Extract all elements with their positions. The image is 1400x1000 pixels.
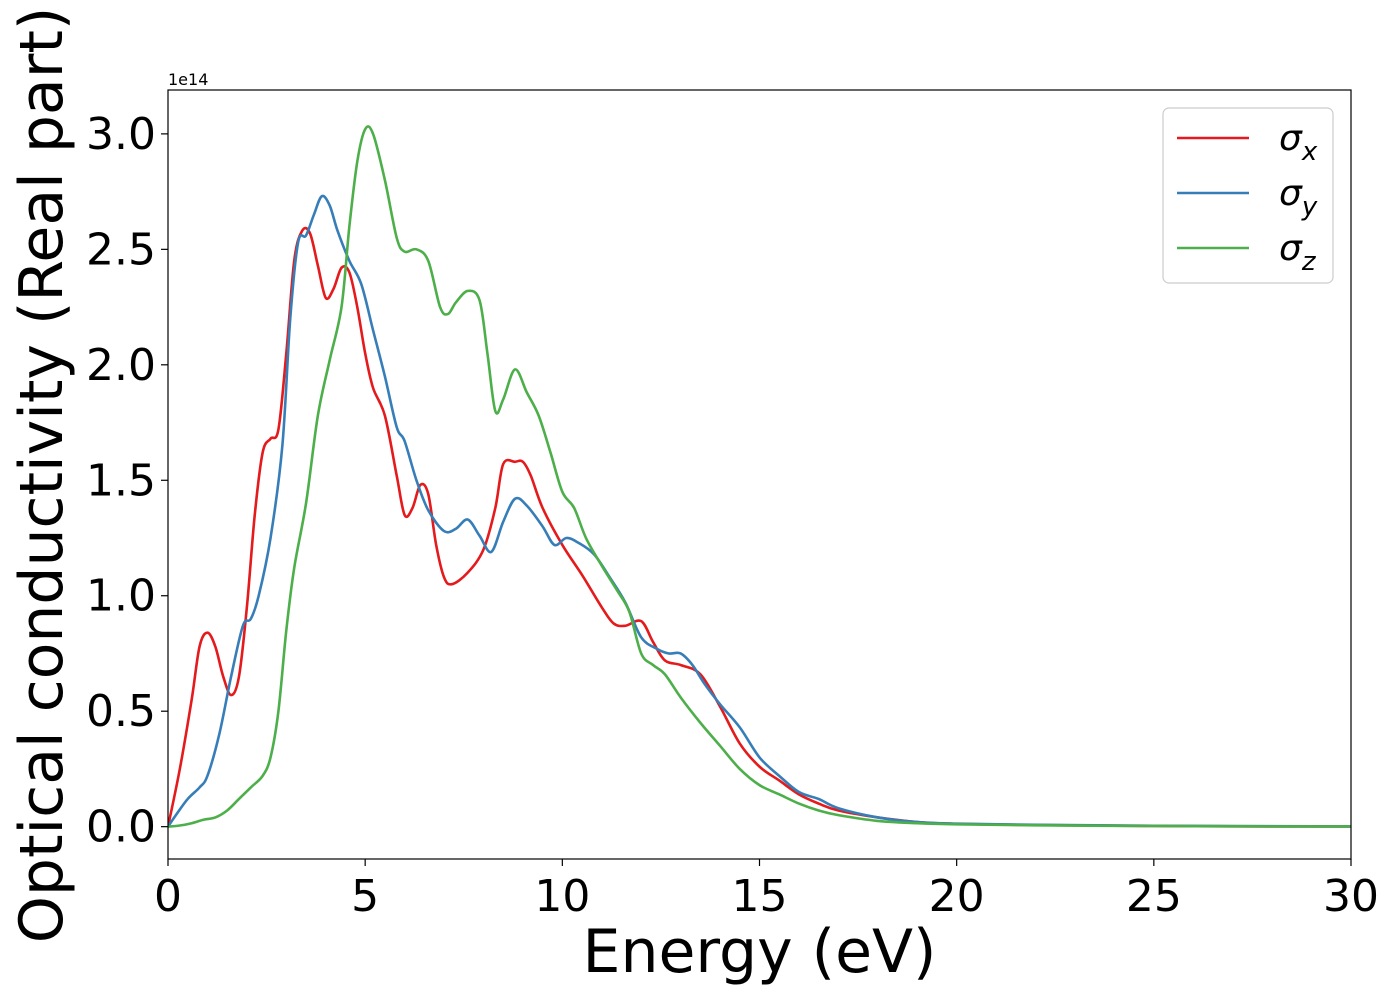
x-tick-label: 10	[534, 871, 590, 922]
legend-symbol: σ	[1279, 173, 1303, 214]
x-axis-title: Energy (eV)	[583, 917, 937, 987]
x-tick-label: 5	[351, 871, 379, 922]
legend-subscript: z	[1301, 247, 1317, 277]
y-tick-label: 1.5	[86, 455, 156, 506]
legend-subscript: x	[1301, 137, 1318, 167]
series-line-z	[168, 125, 1351, 828]
series-line-y	[168, 194, 1351, 828]
legend-symbol: σ	[1279, 118, 1303, 159]
y-tick-label: 0.0	[86, 802, 156, 853]
y-axis-title: Optical conductivity (Real part)	[7, 7, 77, 944]
legend-subscript: y	[1301, 192, 1318, 222]
x-tick-label: 20	[929, 871, 985, 922]
x-tick-label: 25	[1126, 871, 1182, 922]
y-tick-label: 2.5	[86, 224, 156, 275]
series-line-x	[168, 226, 1351, 828]
x-tick-label: 30	[1323, 871, 1379, 922]
legend-box	[1162, 107, 1334, 284]
legend-label-y: σy	[1279, 173, 1318, 222]
x-axis: 0 5 10 15 20 25 30	[154, 859, 1379, 922]
y-axis: 0.0 0.5 1.0 1.5 2.0 2.5 3.0	[86, 109, 168, 853]
series-layer	[168, 125, 1351, 828]
y-tick-label: 3.0	[86, 109, 156, 160]
y-tick-label: 0.5	[86, 686, 156, 737]
y-offset-label: 1e14	[168, 70, 208, 89]
x-tick-label: 15	[732, 871, 788, 922]
legend-symbol: σ	[1279, 228, 1303, 269]
legend-label-x: σx	[1279, 118, 1318, 167]
y-tick-label: 2.0	[86, 340, 156, 391]
x-tick-label: 0	[154, 871, 182, 922]
y-tick-label: 1.0	[86, 571, 156, 622]
legend-label-z: σz	[1279, 228, 1317, 277]
